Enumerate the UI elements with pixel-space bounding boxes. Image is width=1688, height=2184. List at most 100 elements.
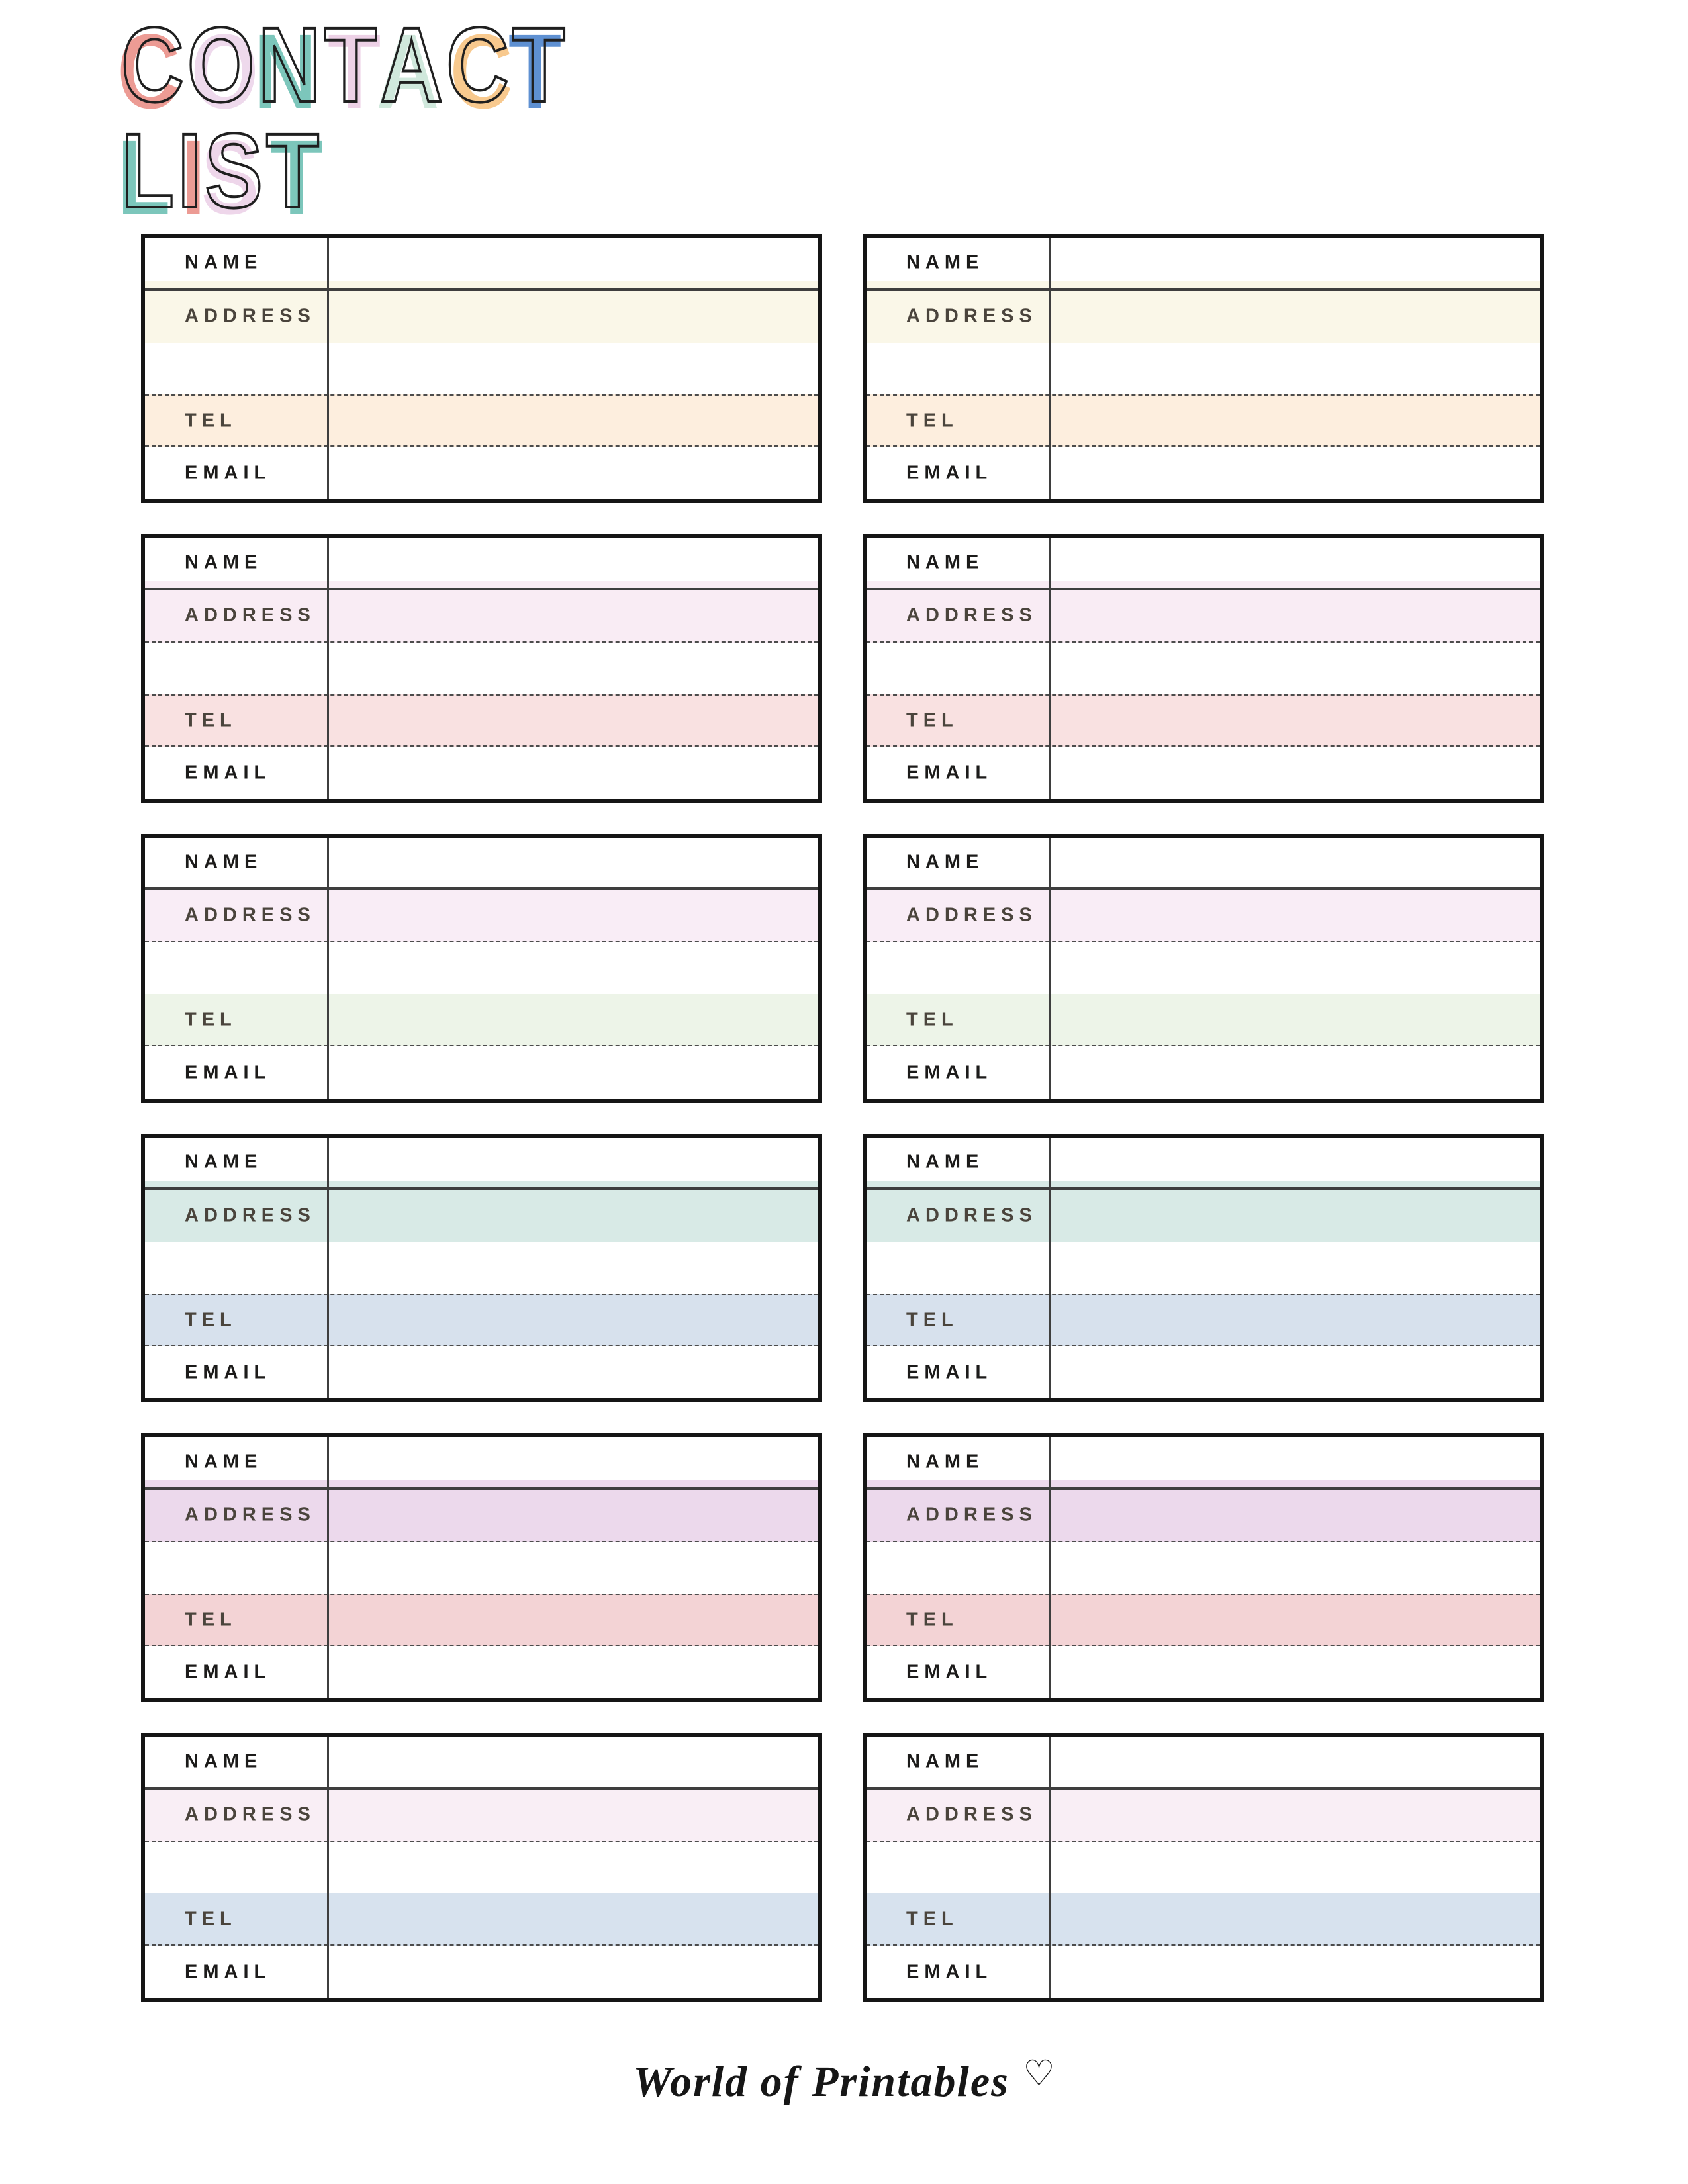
address-label: ADDRESS bbox=[906, 904, 1037, 926]
name-value-cell[interactable] bbox=[329, 1737, 818, 1787]
address-continuation-cell[interactable] bbox=[1051, 1542, 1540, 1594]
email-value-cell[interactable] bbox=[329, 447, 818, 499]
name-value-cell[interactable] bbox=[1051, 238, 1540, 288]
address-label: ADDRESS bbox=[906, 1504, 1037, 1525]
name-label: NAME bbox=[906, 1751, 984, 1772]
address-value-cell[interactable] bbox=[1051, 1190, 1540, 1242]
address-row: ADDRESS bbox=[867, 290, 1540, 343]
email-label: EMAIL bbox=[906, 1062, 993, 1083]
address-continuation-cell[interactable] bbox=[1051, 942, 1540, 995]
address-continuation-row bbox=[145, 342, 818, 395]
tel-value-cell[interactable] bbox=[1051, 396, 1540, 445]
name-row: NAME bbox=[145, 1138, 818, 1190]
address-value-cell[interactable] bbox=[1051, 890, 1540, 941]
address-continuation-cell[interactable] bbox=[1051, 1242, 1540, 1295]
address-value-cell[interactable] bbox=[329, 590, 818, 641]
address-continuation-row bbox=[867, 942, 1540, 995]
email-value-cell[interactable] bbox=[329, 1346, 818, 1398]
tel-row: TEL bbox=[145, 694, 818, 747]
email-value-cell[interactable] bbox=[1051, 747, 1540, 799]
address-value-cell[interactable] bbox=[329, 1490, 818, 1541]
address-continuation-row bbox=[145, 1242, 818, 1295]
address-value-cell[interactable] bbox=[329, 890, 818, 941]
address-row: ADDRESS bbox=[145, 1789, 818, 1842]
address-row: ADDRESS bbox=[145, 1189, 818, 1242]
name-label: NAME bbox=[906, 851, 984, 873]
address-value-cell[interactable] bbox=[1051, 1790, 1540, 1841]
name-label: NAME bbox=[185, 851, 263, 873]
name-label: NAME bbox=[906, 251, 984, 273]
address-value-cell[interactable] bbox=[1051, 1490, 1540, 1541]
tel-value-cell[interactable] bbox=[329, 1595, 818, 1645]
tel-value-cell[interactable] bbox=[329, 696, 818, 745]
tel-value-cell[interactable] bbox=[1051, 994, 1540, 1045]
address-label: ADDRESS bbox=[185, 904, 316, 926]
label-column-divider bbox=[1049, 1437, 1051, 1698]
tel-value-cell[interactable] bbox=[329, 1893, 818, 1944]
address-continuation-cell[interactable] bbox=[329, 643, 818, 695]
email-value-cell[interactable] bbox=[329, 747, 818, 799]
contact-card: NAME ADDRESS TEL EMAIL bbox=[863, 234, 1544, 503]
address-continuation-cell[interactable] bbox=[329, 1242, 818, 1295]
address-continuation-row bbox=[145, 642, 818, 695]
email-row: EMAIL bbox=[867, 1646, 1540, 1698]
address-continuation-cell[interactable] bbox=[1051, 1842, 1540, 1894]
address-value-cell[interactable] bbox=[329, 1190, 818, 1242]
address-continuation-cell[interactable] bbox=[329, 1542, 818, 1594]
email-value-cell[interactable] bbox=[329, 1046, 818, 1099]
address-row: ADDRESS bbox=[867, 1789, 1540, 1842]
email-value-cell[interactable] bbox=[1051, 1646, 1540, 1698]
tel-value-cell[interactable] bbox=[1051, 1295, 1540, 1345]
address-continuation-cell[interactable] bbox=[329, 942, 818, 995]
email-value-cell[interactable] bbox=[1051, 1046, 1540, 1099]
name-value-cell[interactable] bbox=[1051, 838, 1540, 887]
email-value-cell[interactable] bbox=[1051, 1346, 1540, 1398]
email-value-cell[interactable] bbox=[329, 1646, 818, 1698]
tel-label: TEL bbox=[906, 1309, 959, 1331]
email-row: EMAIL bbox=[145, 447, 818, 499]
address-label: ADDRESS bbox=[906, 1205, 1037, 1226]
tel-value-cell[interactable] bbox=[329, 1295, 818, 1345]
address-value-cell[interactable] bbox=[329, 1790, 818, 1841]
address-continuation-cell[interactable] bbox=[1051, 643, 1540, 695]
name-value-cell[interactable] bbox=[329, 838, 818, 887]
email-row: EMAIL bbox=[145, 747, 818, 799]
address-continuation-row bbox=[867, 1242, 1540, 1295]
address-value-cell[interactable] bbox=[1051, 590, 1540, 641]
email-value-cell[interactable] bbox=[1051, 1946, 1540, 1998]
tel-value-cell[interactable] bbox=[1051, 1893, 1540, 1944]
address-value-cell[interactable] bbox=[1051, 291, 1540, 343]
name-label: NAME bbox=[185, 1151, 263, 1173]
email-label: EMAIL bbox=[906, 762, 993, 784]
tel-value-cell[interactable] bbox=[329, 994, 818, 1045]
address-continuation-cell[interactable] bbox=[329, 1842, 818, 1894]
label-column-divider bbox=[1049, 1737, 1051, 1998]
name-value-cell[interactable] bbox=[1051, 1437, 1540, 1487]
name-value-cell[interactable] bbox=[1051, 1737, 1540, 1787]
name-value-cell[interactable] bbox=[1051, 1138, 1540, 1187]
tel-row: TEL bbox=[145, 394, 818, 447]
address-continuation-row bbox=[867, 1541, 1540, 1594]
tel-value-cell[interactable] bbox=[1051, 696, 1540, 745]
tel-label: TEL bbox=[185, 1309, 237, 1331]
name-value-cell[interactable] bbox=[1051, 538, 1540, 588]
address-continuation-cell[interactable] bbox=[1051, 343, 1540, 395]
email-value-cell[interactable] bbox=[329, 1946, 818, 1998]
contact-card: NAME ADDRESS TEL EMAIL bbox=[863, 834, 1544, 1103]
tel-value-cell[interactable] bbox=[329, 396, 818, 445]
address-continuation-cell[interactable] bbox=[329, 343, 818, 395]
name-row: NAME bbox=[145, 538, 818, 590]
address-value-cell[interactable] bbox=[329, 291, 818, 343]
name-value-cell[interactable] bbox=[329, 538, 818, 588]
email-value-cell[interactable] bbox=[1051, 447, 1540, 499]
label-column-divider bbox=[1049, 538, 1051, 799]
name-value-cell[interactable] bbox=[329, 1437, 818, 1487]
label-column-divider bbox=[327, 1138, 329, 1398]
address-row: ADDRESS bbox=[867, 590, 1540, 643]
tel-value-cell[interactable] bbox=[1051, 1595, 1540, 1645]
name-value-cell[interactable] bbox=[329, 1138, 818, 1187]
name-value-cell[interactable] bbox=[329, 238, 818, 288]
